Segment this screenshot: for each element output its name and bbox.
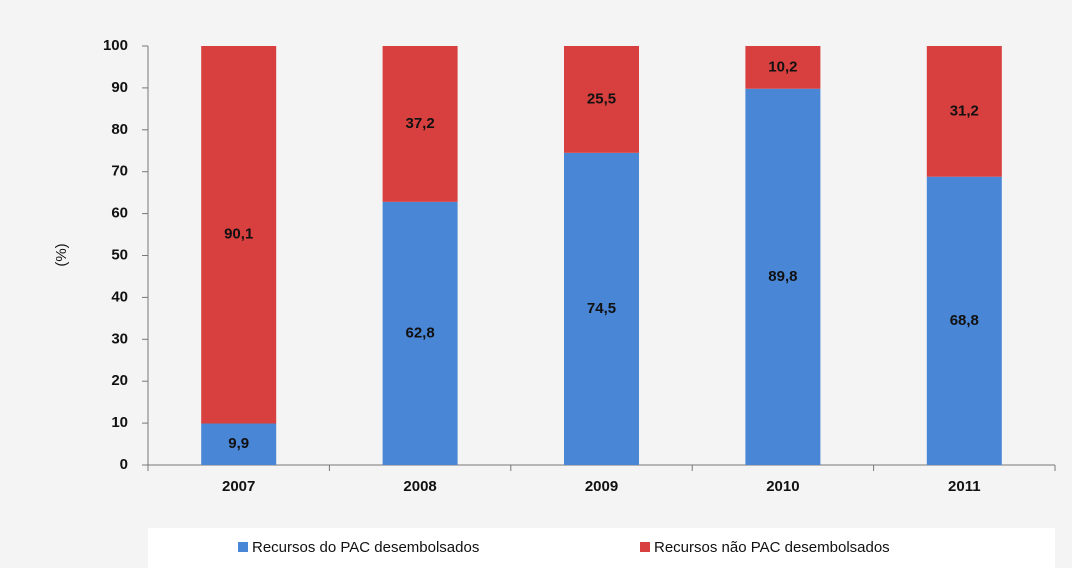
bar-segment — [564, 152, 639, 465]
bar-segment — [382, 46, 458, 202]
bar-segment — [745, 46, 821, 89]
value-label: 25,5 — [587, 90, 616, 107]
y-tick-label: 0 — [120, 456, 128, 473]
value-label: 62,8 — [405, 324, 434, 341]
value-label: 31,2 — [950, 102, 979, 119]
bar-segment — [926, 176, 1002, 465]
x-tick-label: 2008 — [403, 478, 436, 495]
bar-segment — [201, 46, 277, 424]
y-tick-label: 30 — [111, 330, 128, 347]
bar-segment — [564, 46, 639, 153]
value-label: 90,1 — [224, 226, 253, 243]
y-tick-label: 100 — [103, 37, 128, 54]
y-tick-label: 90 — [111, 79, 128, 96]
legend-text: Recursos não PAC desembolsados — [654, 539, 890, 556]
value-label: 74,5 — [587, 300, 616, 317]
bar-segment — [201, 423, 277, 465]
x-tick-label: 2010 — [766, 478, 799, 495]
y-tick-label: 40 — [111, 288, 128, 305]
legend-text: Recursos do PAC desembolsados — [252, 539, 479, 556]
y-tick-label: 70 — [111, 163, 128, 180]
y-axis-label: (%) — [53, 243, 70, 266]
value-label: 89,8 — [768, 268, 797, 285]
y-tick-label: 80 — [111, 121, 128, 138]
x-tick-label: 2007 — [222, 478, 255, 495]
bar-segment — [926, 46, 1002, 177]
x-tick-label: 2011 — [948, 478, 981, 495]
legend-marker — [640, 542, 650, 552]
bar-segment — [745, 88, 821, 465]
y-tick-label: 10 — [111, 414, 128, 431]
value-label: 37,2 — [405, 115, 434, 132]
value-label: 9,9 — [228, 435, 249, 452]
bar-segment — [382, 201, 458, 466]
legend-marker — [238, 542, 248, 552]
x-tick-label: 2009 — [585, 478, 618, 495]
y-tick-label: 50 — [111, 246, 128, 263]
y-tick-label: 20 — [111, 372, 128, 389]
y-tick-label: 60 — [111, 205, 128, 222]
value-label: 10,2 — [768, 58, 797, 75]
legend-box — [148, 528, 1055, 568]
value-label: 68,8 — [950, 312, 979, 329]
